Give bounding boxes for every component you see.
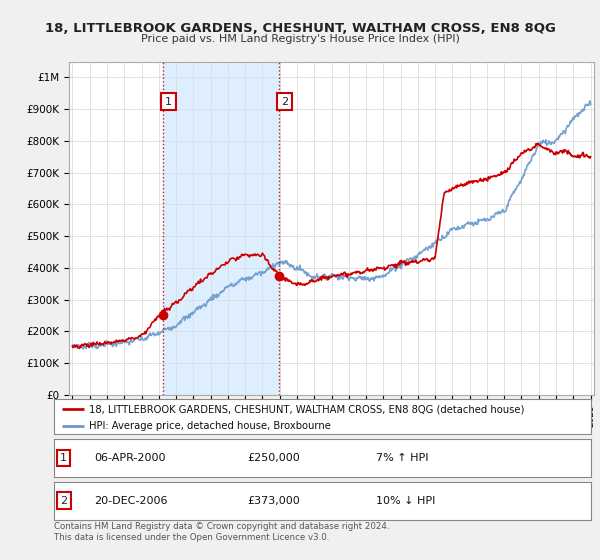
Text: 06-APR-2000: 06-APR-2000 [94, 453, 166, 463]
Text: 1: 1 [165, 96, 172, 106]
Text: £373,000: £373,000 [247, 496, 300, 506]
Text: 2: 2 [281, 96, 288, 106]
Text: 2: 2 [60, 496, 67, 506]
Text: 10% ↓ HPI: 10% ↓ HPI [376, 496, 436, 506]
Text: Price paid vs. HM Land Registry's House Price Index (HPI): Price paid vs. HM Land Registry's House … [140, 34, 460, 44]
Text: 18, LITTLEBROOK GARDENS, CHESHUNT, WALTHAM CROSS, EN8 8QG: 18, LITTLEBROOK GARDENS, CHESHUNT, WALTH… [44, 22, 556, 35]
Text: 20-DEC-2006: 20-DEC-2006 [94, 496, 168, 506]
Text: HPI: Average price, detached house, Broxbourne: HPI: Average price, detached house, Brox… [89, 421, 331, 431]
Text: 1: 1 [60, 453, 67, 463]
Text: Contains HM Land Registry data © Crown copyright and database right 2024.
This d: Contains HM Land Registry data © Crown c… [54, 522, 389, 542]
Text: 7% ↑ HPI: 7% ↑ HPI [376, 453, 428, 463]
Text: £250,000: £250,000 [247, 453, 300, 463]
Bar [163, 62, 279, 395]
Text: 18, LITTLEBROOK GARDENS, CHESHUNT, WALTHAM CROSS, EN8 8QG (detached house): 18, LITTLEBROOK GARDENS, CHESHUNT, WALTH… [89, 404, 524, 414]
